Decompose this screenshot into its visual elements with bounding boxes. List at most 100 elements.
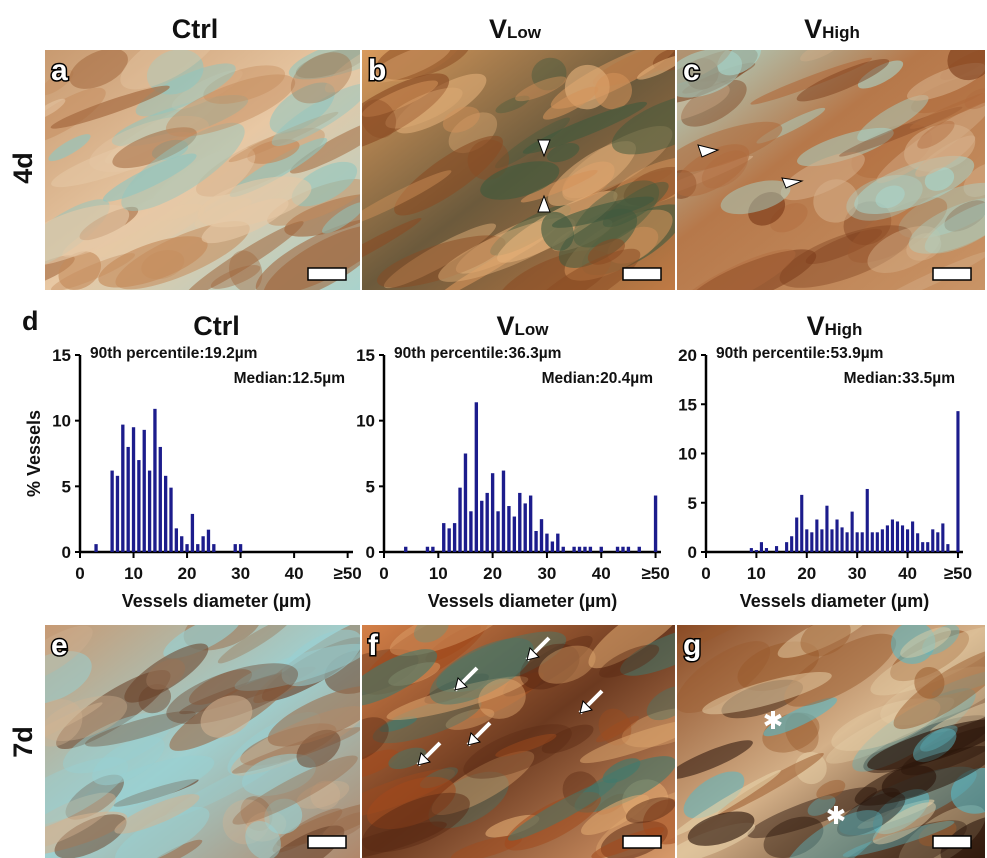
tissue-texture — [148, 146, 256, 221]
tissue-texture — [588, 625, 675, 669]
bar — [588, 546, 593, 552]
tissue-texture — [683, 771, 745, 819]
tissue-texture — [146, 50, 204, 95]
tissue-texture — [45, 255, 75, 287]
tissue-texture — [50, 85, 170, 129]
bar — [577, 546, 582, 552]
bar — [404, 546, 408, 552]
y-tick-label: 5 — [688, 494, 697, 513]
tissue-texture — [54, 814, 127, 858]
bar — [469, 511, 473, 552]
bar — [820, 529, 824, 552]
panel-letter: a — [51, 54, 68, 87]
bar — [936, 532, 940, 552]
bar — [931, 529, 935, 552]
tissue-texture — [783, 810, 883, 858]
tissue-texture — [92, 736, 165, 786]
tissue-texture — [228, 111, 339, 163]
tissue-texture — [45, 792, 116, 850]
scale-bar — [622, 835, 662, 849]
tissue-texture — [917, 120, 955, 149]
tissue-texture — [267, 685, 360, 747]
tissue-texture — [383, 223, 497, 289]
bar — [480, 500, 484, 552]
bar — [158, 446, 162, 552]
tissue-texture — [232, 755, 358, 825]
bar — [121, 424, 125, 552]
bar — [534, 530, 538, 552]
tissue-texture — [45, 98, 66, 121]
chart-title: Ctrl — [193, 311, 240, 341]
tissue-texture — [69, 50, 128, 89]
tissue-texture — [677, 740, 753, 780]
x-tick-label: 10 — [747, 564, 766, 583]
bar — [926, 542, 930, 552]
tissue-texture — [385, 87, 463, 129]
tissue-texture — [872, 789, 930, 835]
bar — [870, 532, 874, 552]
tissue-texture — [623, 166, 675, 206]
x-tick-label: 10 — [429, 564, 448, 583]
tissue-texture — [677, 641, 771, 714]
tissue-texture — [442, 106, 480, 133]
chart-title-subscript: Low — [515, 320, 550, 339]
tissue-texture — [551, 196, 655, 228]
bar — [810, 532, 814, 552]
bar — [463, 453, 468, 552]
tissue-texture — [677, 144, 750, 197]
tissue-texture — [369, 50, 452, 83]
bar — [815, 519, 819, 552]
tissue-texture — [677, 625, 772, 663]
bar — [911, 521, 915, 552]
tissue-texture — [58, 251, 102, 290]
row-label: 7d — [8, 726, 38, 758]
tissue-texture — [102, 153, 197, 202]
bar — [855, 532, 859, 552]
arrowhead — [537, 194, 551, 213]
tissue-texture — [872, 802, 936, 845]
arrowhead — [697, 144, 720, 158]
bar — [865, 488, 869, 552]
tissue-texture — [717, 752, 824, 816]
tissue-texture — [269, 82, 335, 134]
x-tick-label: 30 — [537, 564, 556, 583]
tissue-texture — [842, 820, 955, 857]
tissue-texture — [515, 76, 567, 102]
tissue-texture — [854, 745, 985, 806]
bar — [850, 511, 854, 552]
tissue-texture — [203, 65, 286, 104]
tissue-texture — [911, 74, 985, 114]
tissue-texture — [200, 695, 253, 738]
tissue-texture — [868, 250, 985, 290]
tissue-texture — [217, 625, 291, 664]
annotation: 90th percentile:36.3µm — [394, 345, 561, 362]
tissue-texture — [924, 200, 985, 254]
tissue-texture — [445, 708, 495, 730]
bar — [790, 536, 794, 552]
tissue-texture — [525, 248, 641, 290]
tissue-texture — [45, 695, 128, 742]
tissue-texture — [880, 666, 985, 726]
bar — [900, 525, 905, 552]
annotation: Median:12.5µm — [234, 370, 345, 387]
tissue-texture — [893, 648, 985, 730]
bar — [190, 513, 195, 552]
tissue-texture — [947, 50, 985, 81]
tissue-texture — [272, 808, 343, 853]
tissue-texture — [240, 796, 273, 831]
tissue-texture — [538, 645, 596, 684]
tissue-texture — [247, 139, 300, 164]
tissue-texture — [620, 626, 675, 676]
row-label: 4d — [8, 152, 38, 184]
tissue-texture — [394, 135, 503, 216]
arrow-head — [467, 732, 481, 746]
tissue-texture — [779, 225, 912, 288]
tissue-texture — [646, 685, 675, 721]
bar — [556, 533, 560, 552]
bar — [212, 544, 216, 552]
tissue-texture — [944, 200, 985, 232]
x-tick-label: 30 — [231, 564, 250, 583]
x-tick-label: 40 — [898, 564, 917, 583]
bar — [201, 536, 205, 552]
bar — [196, 544, 200, 552]
